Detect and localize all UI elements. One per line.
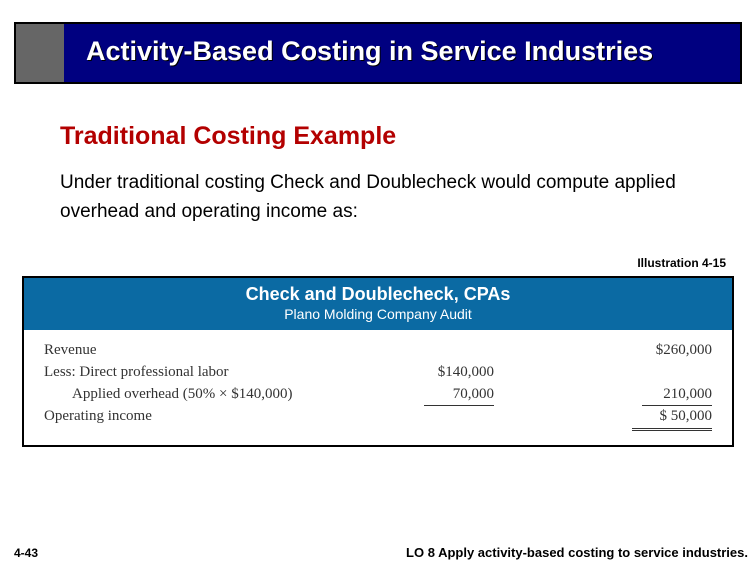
table-row: Less: Direct professional labor $140,000	[44, 362, 712, 384]
body-paragraph: Under traditional costing Check and Doub…	[60, 168, 680, 227]
income-statement-figure: Check and Doublecheck, CPAs Plano Moldin…	[22, 276, 734, 447]
title-accent-block	[16, 24, 64, 82]
figure-header: Check and Doublecheck, CPAs Plano Moldin…	[24, 278, 732, 330]
slide-title: Activity-Based Costing in Service Indust…	[86, 36, 653, 67]
less-mid-value: $140,000	[364, 362, 504, 384]
applied-label: Applied overhead (50% × $140,000)	[44, 384, 364, 406]
section-subtitle: Traditional Costing Example	[60, 122, 396, 151]
page-number: 4-43	[14, 546, 38, 560]
applied-right-value: 210,000	[504, 384, 712, 407]
figure-company: Check and Doublecheck, CPAs	[24, 284, 732, 305]
title-bar: Activity-Based Costing in Service Indust…	[14, 22, 742, 84]
operating-income-label: Operating income	[44, 406, 364, 428]
table-row: Revenue $260,000	[44, 340, 712, 362]
learning-objective: LO 8 Apply activity-based costing to ser…	[406, 545, 748, 560]
figure-subtitle: Plano Molding Company Audit	[24, 306, 732, 322]
figure-body: Revenue $260,000 Less: Direct profession…	[24, 330, 732, 445]
operating-income-value: $ 50,000	[504, 406, 712, 431]
revenue-value: $260,000	[504, 340, 712, 362]
revenue-label: Revenue	[44, 340, 364, 362]
table-row: Applied overhead (50% × $140,000) 70,000…	[44, 384, 712, 407]
less-label: Less: Direct professional labor	[44, 362, 364, 384]
illustration-label: Illustration 4-15	[637, 256, 726, 270]
table-row: Operating income $ 50,000	[44, 406, 712, 431]
applied-mid-value: 70,000	[364, 384, 504, 407]
